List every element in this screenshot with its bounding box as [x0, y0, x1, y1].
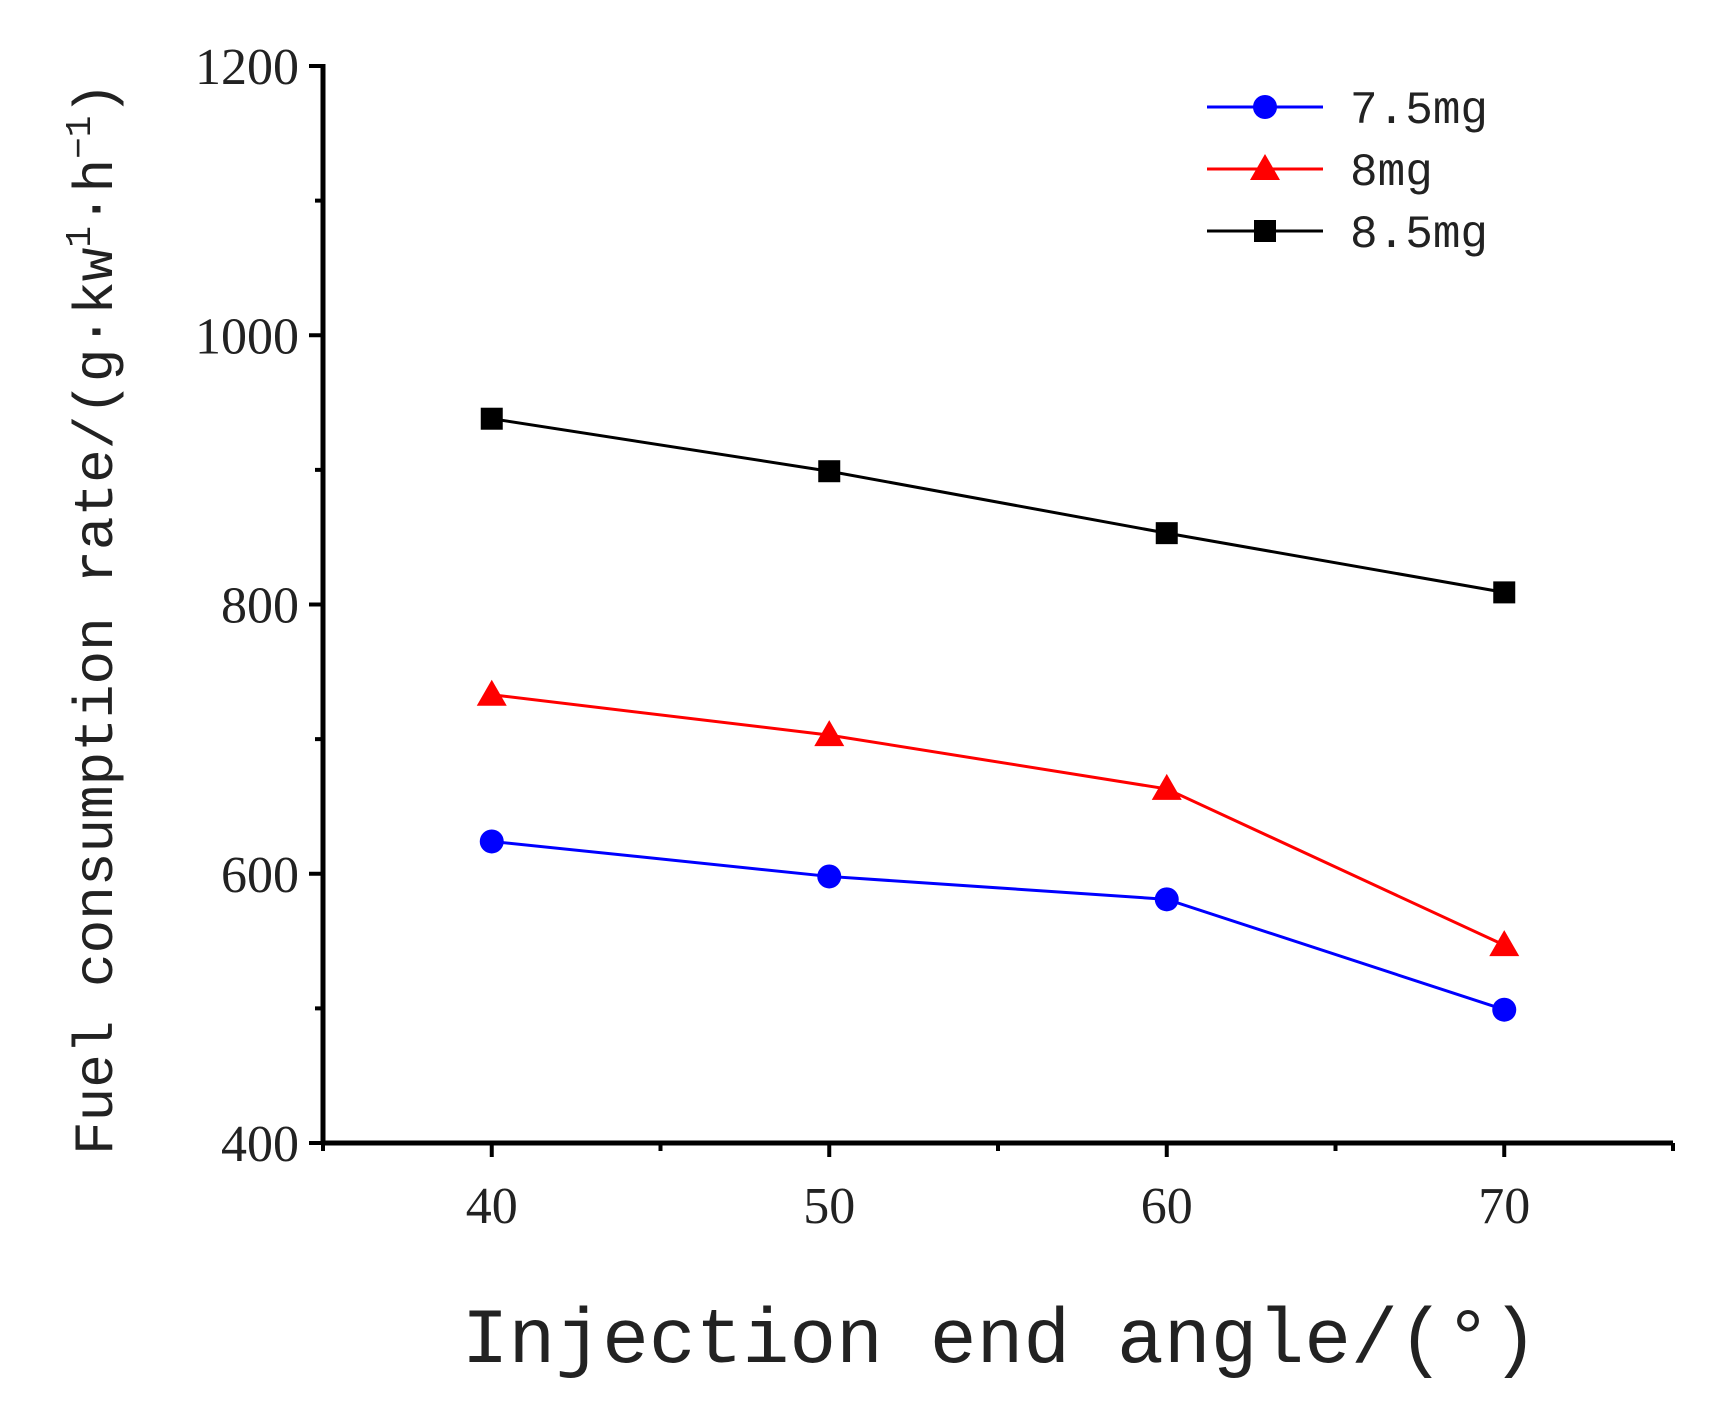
legend-label: 8.5mg: [1350, 209, 1488, 261]
y-axis-title: Fuel consumption rate/(g·kw1·h−1): [60, 82, 129, 1155]
data-point-8mg: [1151, 773, 1182, 800]
x-axis-title: Injection end angle/(°): [462, 1298, 1539, 1386]
y-tick-label: 1000: [195, 308, 299, 365]
y-tick-label: 800: [221, 578, 299, 635]
data-point-8.5mg: [1155, 522, 1178, 545]
series-group: [476, 407, 1520, 1022]
axes: 400 600 800 1000 1200 40 50 60 70: [195, 39, 1675, 1235]
y-tick-label: 1200: [195, 39, 299, 96]
data-point-7.5mg: [817, 864, 842, 889]
y-tick-label: 400: [221, 1116, 299, 1173]
data-point-8mg: [476, 679, 507, 706]
data-point-8mg: [814, 720, 845, 747]
data-point-8.5mg: [480, 407, 503, 430]
x-tick-label: 40: [466, 1178, 518, 1235]
legend: 7.5mg 8mg 8.5mg: [1207, 85, 1488, 261]
legend-label: 8mg: [1350, 147, 1433, 199]
legend-label: 7.5mg: [1350, 85, 1488, 137]
legend-marker: [1254, 220, 1276, 242]
x-tick-label: 70: [1478, 1178, 1530, 1235]
series-line-7.5mg: [491, 839, 1505, 1012]
legend-marker: [1250, 154, 1280, 180]
series-line-8.5mg: [491, 417, 1505, 594]
data-point-7.5mg: [1154, 887, 1179, 912]
data-point-7.5mg: [1492, 997, 1517, 1022]
data-point-8mg: [1489, 930, 1520, 957]
legend-marker: [1253, 95, 1277, 119]
data-point-7.5mg: [479, 829, 504, 854]
series-line-8mg: [491, 693, 1505, 947]
data-point-8.5mg: [818, 460, 841, 483]
y-tick-label: 600: [221, 847, 299, 904]
data-point-8.5mg: [1493, 581, 1516, 604]
x-tick-label: 50: [803, 1178, 855, 1235]
x-tick-label: 60: [1141, 1178, 1193, 1235]
